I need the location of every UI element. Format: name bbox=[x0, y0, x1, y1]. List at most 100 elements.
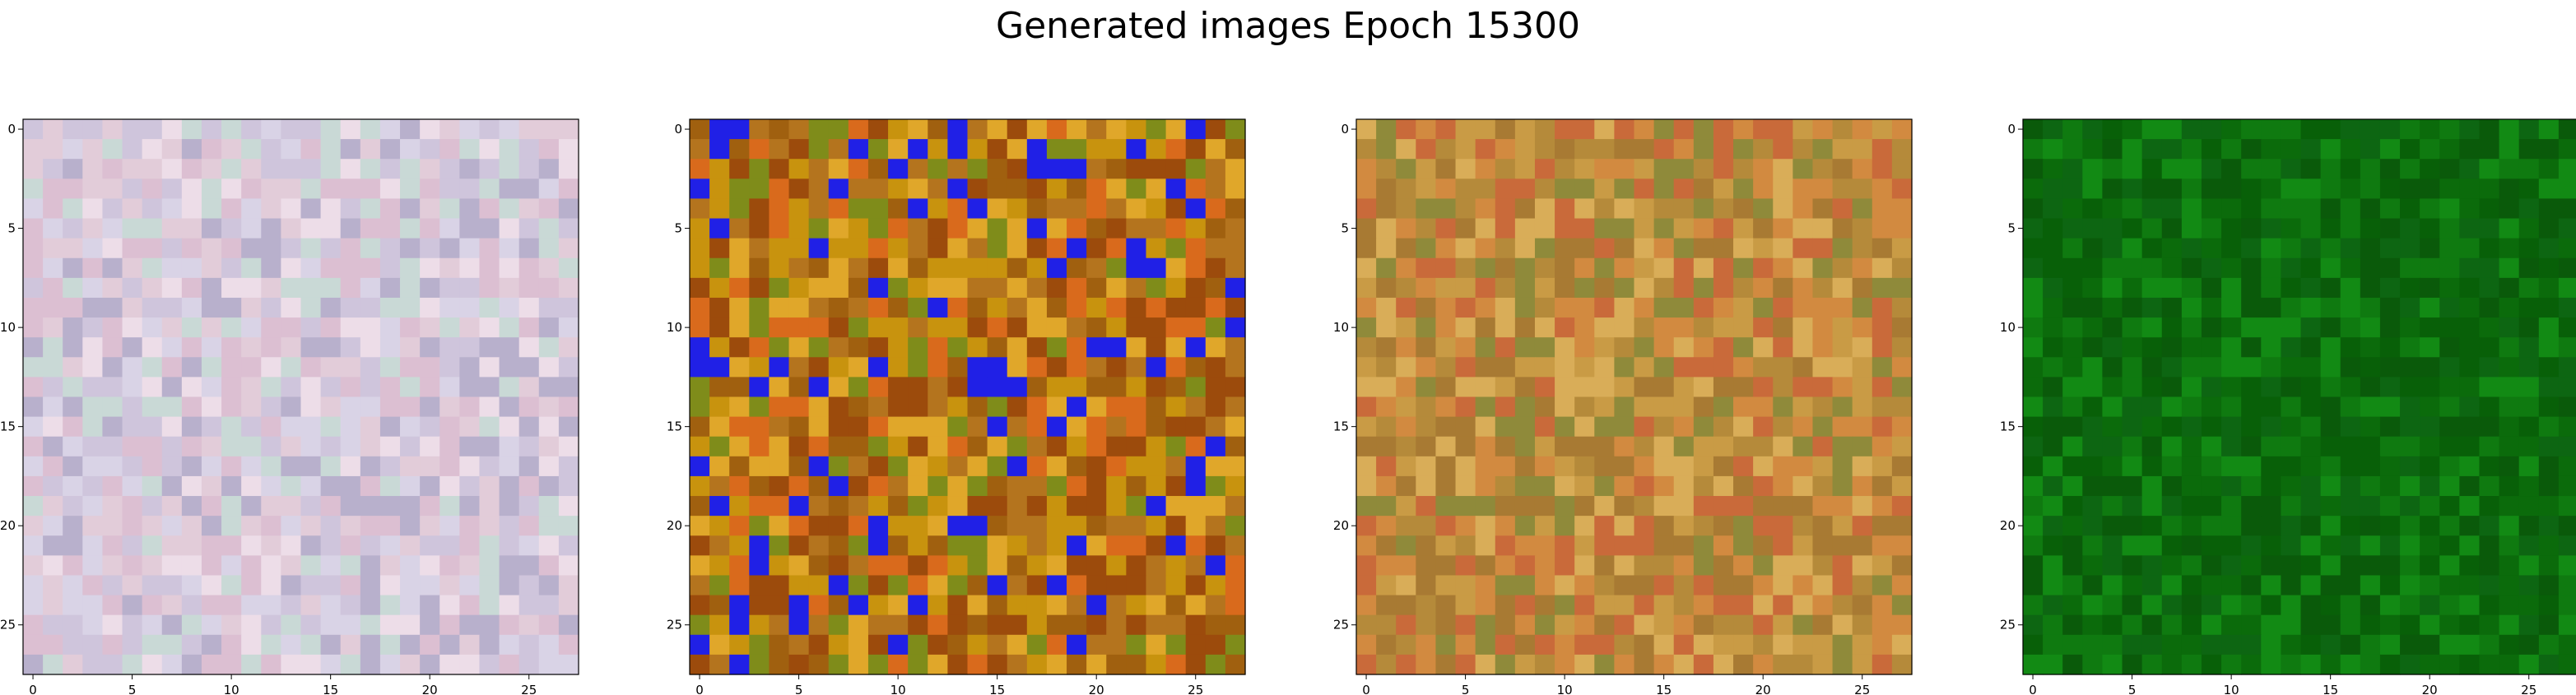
pixel-cell bbox=[1086, 516, 1107, 536]
pixel-cell bbox=[23, 575, 44, 596]
pixel-cell bbox=[1026, 535, 1048, 556]
pixel-cell bbox=[2379, 416, 2401, 438]
pixel-cell bbox=[63, 496, 83, 517]
pixel-cell bbox=[947, 535, 969, 556]
pixel-cell bbox=[2062, 575, 2083, 596]
pixel-cell bbox=[2360, 257, 2381, 279]
pixel-cell bbox=[63, 277, 83, 299]
pixel-cell bbox=[221, 436, 242, 457]
pixel-cell bbox=[1693, 475, 1714, 497]
pixel-cell bbox=[1067, 634, 1087, 656]
pixel-cell bbox=[479, 377, 500, 398]
pixel-cell bbox=[1673, 257, 1695, 279]
pixel-cell bbox=[828, 436, 849, 457]
pixel-cell bbox=[1733, 257, 1754, 279]
y-tick-label: 15 bbox=[2000, 419, 2016, 434]
pixel-cell bbox=[2102, 416, 2123, 438]
pixel-cell bbox=[1067, 555, 1087, 577]
pixel-cell bbox=[1376, 317, 1397, 338]
pixel-cell bbox=[2320, 198, 2341, 220]
pixel-cell bbox=[2161, 139, 2183, 160]
pixel-cell bbox=[1733, 159, 1754, 179]
pixel-cell bbox=[1126, 575, 1147, 596]
image-panel-1: 0 5 10 15 20 25 0 5 10 15 20 25 bbox=[0, 0, 634, 695]
pixel-cell bbox=[1693, 337, 1714, 358]
pixel-cell bbox=[928, 357, 948, 378]
pixel-cell bbox=[1146, 377, 1167, 398]
pixel-cell bbox=[538, 238, 560, 259]
pixel-cell bbox=[2320, 436, 2341, 457]
y-tick-label: 10 bbox=[1333, 320, 1349, 335]
pixel-cell bbox=[420, 555, 440, 577]
pixel-cell bbox=[1812, 178, 1834, 200]
x-tick-label: 15 bbox=[2323, 683, 2338, 695]
pixel-cell bbox=[1185, 159, 1207, 179]
pixel-cell bbox=[2320, 277, 2341, 299]
pixel-cell bbox=[142, 257, 163, 279]
pixel-cell bbox=[379, 297, 401, 318]
pixel-cell bbox=[181, 436, 202, 457]
pixel-cell bbox=[479, 436, 500, 457]
pixel-cell bbox=[2538, 654, 2560, 675]
pixel-cell bbox=[439, 277, 460, 299]
pixel-cell bbox=[1713, 139, 1734, 160]
pixel-cell bbox=[828, 416, 849, 438]
pixel-cell bbox=[340, 654, 361, 675]
pixel-cell bbox=[102, 436, 123, 457]
pixel-cell bbox=[1185, 396, 1207, 418]
pixel-cell bbox=[729, 634, 750, 656]
pixel-cell bbox=[749, 357, 770, 378]
pixel-cell bbox=[2082, 277, 2104, 299]
pixel-cell bbox=[518, 159, 540, 179]
pixel-cell bbox=[1614, 317, 1635, 338]
pixel-cell bbox=[709, 516, 730, 536]
pixel-cell bbox=[2141, 377, 2163, 398]
pixel-cell bbox=[928, 595, 948, 616]
pixel-cell bbox=[1356, 119, 1377, 140]
pixel-cell bbox=[2062, 654, 2083, 675]
pixel-cell bbox=[1812, 218, 1834, 239]
pixel-cell bbox=[788, 218, 810, 239]
pixel-cell bbox=[2439, 654, 2460, 675]
pixel-cell bbox=[867, 516, 889, 536]
pixel-cell bbox=[2459, 178, 2481, 200]
pixel-cell bbox=[2400, 475, 2420, 497]
pixel-cell bbox=[1673, 357, 1695, 378]
pixel-cell bbox=[2082, 475, 2104, 497]
pixel-cell bbox=[459, 595, 481, 616]
pixel-cell bbox=[340, 377, 361, 398]
pixel-cell bbox=[1793, 496, 1814, 517]
pixel-cell bbox=[709, 475, 730, 497]
pixel-cell bbox=[1356, 475, 1377, 497]
pixel-cell bbox=[1126, 496, 1147, 517]
pixel-cell bbox=[2459, 516, 2481, 536]
pixel-cell bbox=[499, 119, 520, 140]
pixel-cell bbox=[1026, 198, 1048, 220]
pixel-cell bbox=[1106, 575, 1127, 596]
pixel-cell bbox=[2420, 396, 2440, 418]
pixel-cell bbox=[1046, 377, 1067, 398]
pixel-cell bbox=[43, 456, 63, 477]
pixel-cell bbox=[1594, 475, 1615, 497]
pixel-cell bbox=[2161, 575, 2183, 596]
pixel-cell bbox=[2379, 516, 2401, 536]
pixel-cell bbox=[2300, 475, 2322, 497]
pixel-cell bbox=[1067, 436, 1087, 457]
pixel-cell bbox=[122, 139, 143, 160]
pixel-cell bbox=[63, 436, 83, 457]
pixel-cell bbox=[518, 297, 540, 318]
pixel-cell bbox=[1673, 377, 1695, 398]
pixel-cell bbox=[2281, 377, 2302, 398]
pixel-cell bbox=[102, 317, 123, 338]
pixel-cell bbox=[1205, 238, 1226, 259]
pixel-cell bbox=[2538, 634, 2560, 656]
pixel-cell bbox=[320, 238, 342, 259]
pixel-cell bbox=[181, 595, 202, 616]
pixel-cell bbox=[1534, 238, 1555, 259]
pixel-cell bbox=[2420, 257, 2440, 279]
pixel-cell bbox=[2082, 139, 2104, 160]
pixel-cell bbox=[360, 535, 381, 556]
pixel-cell bbox=[2161, 516, 2183, 536]
pixel-cell bbox=[420, 119, 440, 140]
pixel-cell bbox=[2201, 475, 2222, 497]
